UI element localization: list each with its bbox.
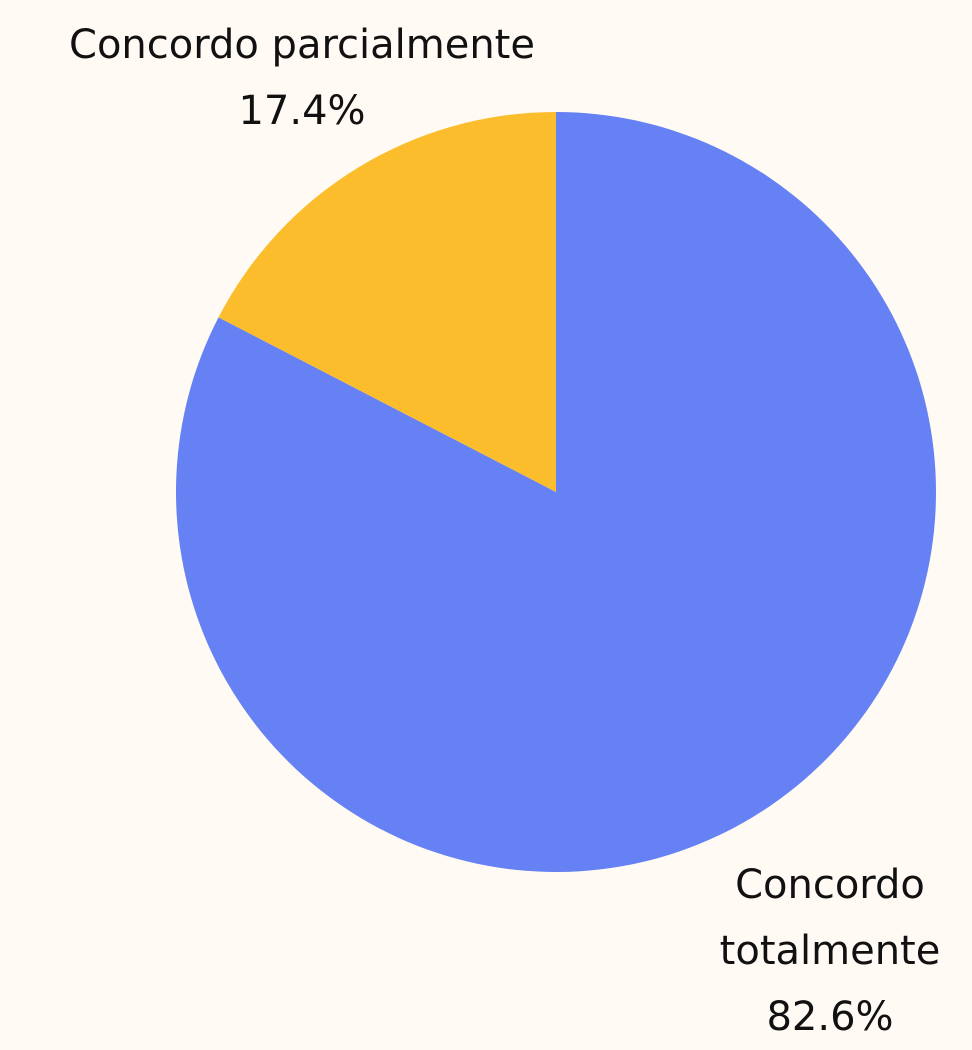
- value-label: 17.4%: [238, 88, 366, 134]
- value-label: 82.6%: [766, 994, 894, 1040]
- slice-label: Concordo parcialmente 17.4%: [0, 12, 604, 144]
- category-label: Concordo parcialmente: [69, 22, 535, 68]
- slice-label: Concordo totalmente 82.6%: [690, 852, 970, 1050]
- pie-slice: [218, 112, 556, 492]
- category-label: Concordo totalmente: [719, 862, 941, 974]
